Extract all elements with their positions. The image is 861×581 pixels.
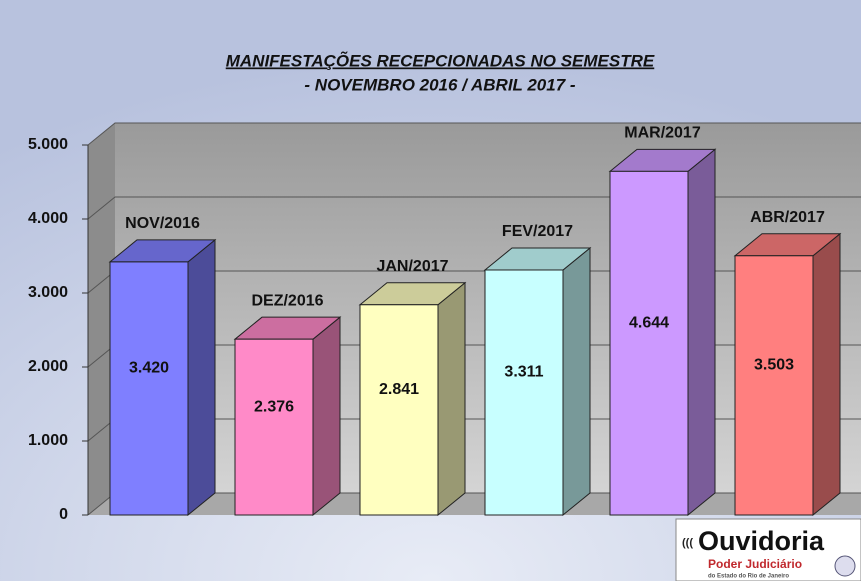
logo-seal [834,555,856,577]
y-tick-label: 3.000 [28,284,68,301]
logo: ((( Ouvidoria Poder Judiciário do Estado… [675,518,861,581]
value-label: 2.376 [254,398,294,415]
plot: 0 1.000 2.000 3.000 4.000 5.000 3.420 NOV/2016 2… [28,122,861,523]
category-label: NOV/2016 [125,215,200,232]
y-tick-label: 1.000 [28,432,68,449]
category-label: FEV/2017 [502,223,573,240]
value-label: 3.420 [129,360,169,377]
value-label: 2.841 [379,381,419,398]
category-label: JAN/2017 [376,258,448,275]
bar-side [687,148,716,517]
category-label: MAR/2017 [624,125,701,142]
bar-side [312,316,341,517]
chart-title: MANIFESTAÇÕES RECEPCIONADAS NO SEMESTRE [226,50,655,70]
y-tick-label: 4.000 [28,210,68,227]
bar-side [187,238,216,517]
bar-side [437,281,466,517]
bar [484,269,564,516]
category-label: DEZ/2016 [251,292,323,309]
y-tick-label: 0 [59,506,68,523]
bar-side [562,246,591,517]
grid-line [87,122,861,146]
value-label: 3.311 [504,364,543,381]
value-label: 3.503 [754,357,794,374]
bar [609,170,689,516]
value-label: 4.644 [629,314,669,331]
chart-subtitle: - NOVEMBRO 2016 / ABRIL 2017 - [304,75,575,94]
bar [359,304,439,516]
logo-box [675,518,861,581]
y-tick-label: 2.000 [28,358,68,375]
logo-name: Ouvidoria [698,526,825,556]
bar [734,255,814,516]
logo-icon: ((( [682,537,693,549]
y-tick-label: 5.000 [28,136,68,153]
side-wall [88,123,115,515]
bar-side [812,232,841,517]
category-label: ABR/2017 [750,209,825,226]
logo-line2: do Estado do Rio de Janeiro [708,574,789,580]
bar [234,338,314,516]
logo-line1: Poder Judiciário [708,557,802,571]
bar [109,261,189,516]
